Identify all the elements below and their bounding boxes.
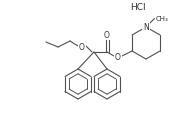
Text: O: O [115, 52, 121, 61]
Text: CH₃: CH₃ [156, 16, 169, 22]
Text: N: N [143, 23, 149, 32]
Text: HCl: HCl [130, 3, 146, 11]
Text: O: O [79, 42, 85, 51]
Text: O: O [104, 30, 110, 39]
